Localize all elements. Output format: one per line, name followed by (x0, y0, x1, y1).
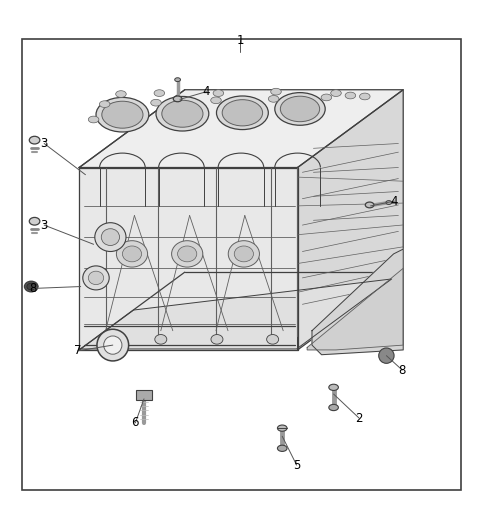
Ellipse shape (24, 281, 38, 292)
Ellipse shape (156, 96, 209, 131)
Text: 1: 1 (236, 34, 244, 47)
Ellipse shape (222, 100, 263, 126)
Ellipse shape (29, 136, 40, 144)
Circle shape (97, 329, 129, 361)
Ellipse shape (102, 101, 143, 128)
Ellipse shape (360, 93, 370, 100)
Ellipse shape (154, 90, 165, 96)
Ellipse shape (117, 241, 148, 267)
Ellipse shape (345, 92, 356, 99)
Ellipse shape (96, 97, 149, 132)
Ellipse shape (277, 445, 287, 452)
Text: 6: 6 (132, 416, 139, 430)
Ellipse shape (277, 425, 287, 431)
Ellipse shape (88, 271, 104, 285)
Ellipse shape (98, 335, 110, 344)
Text: 8: 8 (398, 364, 406, 377)
Circle shape (379, 348, 394, 363)
Ellipse shape (151, 100, 161, 106)
Ellipse shape (211, 97, 221, 104)
Ellipse shape (116, 91, 126, 97)
Ellipse shape (173, 96, 182, 102)
Ellipse shape (275, 93, 325, 125)
Ellipse shape (99, 101, 110, 108)
Text: 2: 2 (355, 412, 363, 425)
Polygon shape (312, 249, 403, 355)
Ellipse shape (213, 90, 224, 96)
Ellipse shape (211, 335, 223, 344)
Text: 5: 5 (293, 458, 300, 472)
Ellipse shape (172, 241, 203, 267)
Text: 4: 4 (203, 85, 210, 98)
Ellipse shape (216, 96, 268, 130)
Bar (136, 390, 152, 400)
Text: 3: 3 (40, 137, 48, 150)
Circle shape (104, 336, 122, 354)
Ellipse shape (365, 202, 374, 208)
Ellipse shape (234, 246, 253, 262)
Polygon shape (79, 90, 403, 168)
Ellipse shape (162, 100, 203, 127)
Text: 4: 4 (391, 194, 398, 208)
Ellipse shape (88, 116, 99, 123)
Ellipse shape (175, 78, 180, 82)
Ellipse shape (228, 241, 259, 267)
Ellipse shape (331, 90, 341, 96)
Ellipse shape (321, 94, 332, 101)
Ellipse shape (83, 266, 109, 290)
Ellipse shape (329, 384, 338, 391)
Ellipse shape (27, 283, 36, 290)
Ellipse shape (122, 246, 142, 262)
Text: 3: 3 (40, 219, 48, 231)
Ellipse shape (329, 404, 338, 411)
Ellipse shape (271, 89, 281, 95)
Polygon shape (79, 168, 298, 350)
Text: 8: 8 (29, 282, 36, 295)
Ellipse shape (268, 95, 279, 102)
Polygon shape (307, 268, 403, 350)
Ellipse shape (155, 335, 167, 344)
Ellipse shape (29, 218, 40, 225)
Ellipse shape (101, 229, 120, 246)
Ellipse shape (267, 335, 278, 344)
Ellipse shape (386, 201, 392, 204)
Ellipse shape (95, 223, 126, 251)
Ellipse shape (280, 96, 320, 122)
Text: 7: 7 (74, 344, 82, 357)
Ellipse shape (178, 246, 197, 262)
Polygon shape (298, 90, 403, 350)
Polygon shape (81, 279, 392, 349)
